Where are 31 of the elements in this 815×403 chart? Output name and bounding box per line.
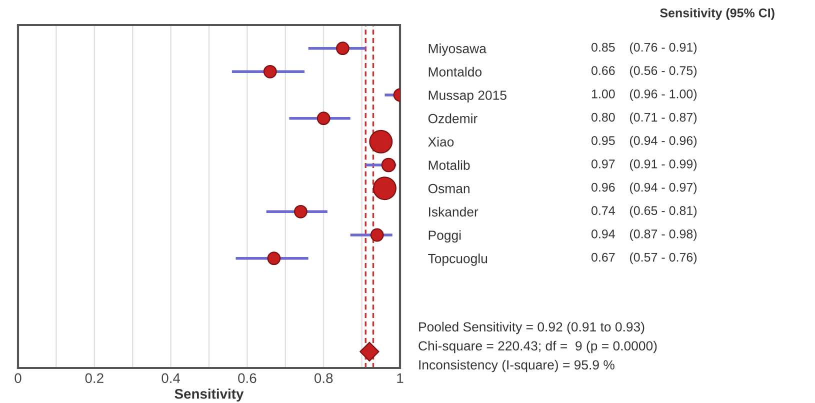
text: Inconsistency (I-square) = 95.9 %: [419, 360, 614, 372]
y-tick-label: Iskander: [428, 206, 478, 217]
y-tick-label: Poggi: [428, 230, 461, 243]
y-tick-label: Osman: [428, 184, 470, 194]
y-tick-label: Ozdemir: [428, 114, 478, 124]
data-label: 0.67 (0.57 - 0.76): [591, 252, 697, 264]
text: Pooled Sensitivity = 0.92 (0.91 to 0.93): [419, 322, 644, 334]
data-label: 0.80 (0.71 - 0.87): [591, 112, 697, 124]
data-label: 0.94 (0.87 - 0.98): [591, 229, 697, 241]
data-label: 1.00 (0.96 - 1.00): [592, 89, 697, 101]
data-label: 0.97 (0.91 - 0.99): [591, 159, 697, 171]
y-tick-label: Topcuoglu: [428, 254, 488, 266]
data-label: 0.74 (0.65 - 0.81): [591, 206, 697, 218]
y-tick-label: Miyosawa: [428, 44, 486, 56]
x-tick-label: 0: [14, 373, 22, 384]
data-label: 0.96 (0.94 - 0.97): [591, 182, 697, 194]
text: Sensitivity (95% CI): [660, 8, 774, 20]
x-tick-label: 1: [397, 373, 404, 383]
y-tick-label: Motalib: [428, 160, 470, 170]
data-label: 0.95 (0.94 - 0.96): [591, 136, 697, 148]
x-tick-label: 0.8: [314, 373, 333, 384]
x-axis-title: Sensitivity: [174, 388, 244, 402]
data-label: 0.85 (0.76 - 0.91): [591, 42, 697, 54]
y-tick-label: Xiao: [428, 136, 454, 147]
x-tick-label: 0.6: [238, 373, 256, 384]
y-tick-label: Montaldo: [428, 66, 482, 77]
x-tick-label: 0.2: [85, 373, 104, 384]
x-tick-label: 0.4: [162, 373, 180, 384]
data-label: 0.66 (0.56 - 0.75): [591, 66, 697, 78]
y-tick-label: Mussap 2015: [428, 90, 506, 103]
text: Chi-square = 220.43; df = 9 (p = 0.0000): [418, 340, 657, 354]
